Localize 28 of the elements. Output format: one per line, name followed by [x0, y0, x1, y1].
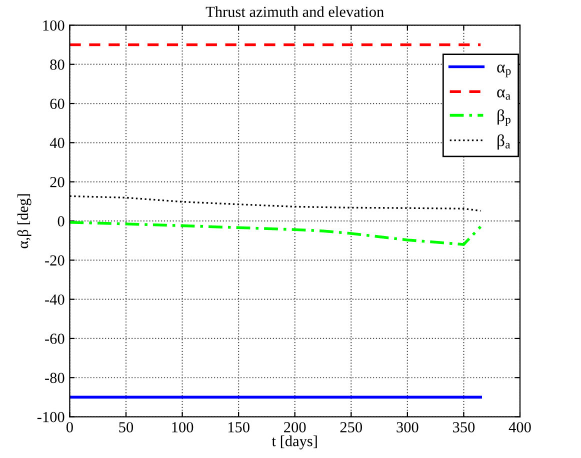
x-tick-label: 300 — [396, 422, 418, 432]
legend-label: α$_{a}$ — [497, 89, 510, 100]
y-tick-label: 80 — [50, 59, 64, 70]
legend-label: α$_{p}$ — [497, 64, 511, 78]
y-tick-label: 60 — [50, 98, 64, 109]
y-axis-title: α,β [deg] — [17, 194, 32, 248]
line-series — [70, 220, 482, 246]
y-tick-label: -40 — [45, 294, 64, 305]
chart-title: Thrust azimuth and elevation — [206, 6, 384, 18]
y-tick-label: 40 — [50, 138, 64, 148]
y-tick-label: -100 — [37, 412, 64, 422]
x-tick-label: 200 — [284, 422, 306, 432]
y-tick-label: 0 — [58, 216, 64, 226]
legend-label: β$_{p}$ — [498, 109, 510, 126]
y-tick-label: -60 — [45, 334, 64, 344]
legend-label: β$_{a}$ — [498, 134, 510, 150]
y-tick-label: 100 — [43, 20, 64, 31]
x-tick-label: 150 — [228, 422, 250, 432]
x-tick-label: 50 — [119, 422, 134, 432]
y-tick-label: -20 — [45, 255, 64, 266]
x-tick-label: 400 — [508, 422, 531, 432]
x-tick-label: 100 — [172, 422, 194, 432]
y-tick-label: -80 — [45, 372, 64, 384]
x-tick-label: 350 — [452, 422, 475, 432]
x-tick-label: 0 — [66, 422, 73, 432]
y-tick-label: 20 — [50, 176, 64, 188]
x-axis-title: t [days] — [272, 435, 317, 450]
x-tick-label: 250 — [340, 422, 362, 432]
